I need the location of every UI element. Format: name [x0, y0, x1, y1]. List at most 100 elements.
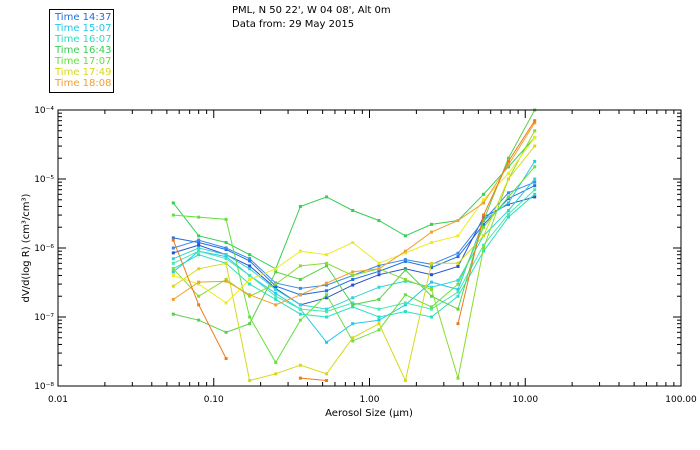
- data-point: [456, 234, 460, 238]
- data-point: [224, 257, 228, 261]
- data-point: [482, 243, 486, 247]
- data-point: [171, 270, 175, 274]
- data-point: [377, 261, 381, 265]
- data-point: [325, 261, 329, 265]
- data-point: [197, 243, 201, 247]
- data-point: [506, 201, 510, 205]
- data-point: [456, 251, 460, 255]
- data-point: [171, 238, 175, 242]
- data-point: [171, 297, 175, 301]
- data-point: [377, 307, 381, 311]
- data-point: [171, 284, 175, 288]
- legend-item-3: Time 16:07: [55, 34, 112, 45]
- data-point: [351, 273, 355, 277]
- data-point: [224, 277, 228, 281]
- data-point: [533, 129, 537, 133]
- data-point: [429, 273, 433, 277]
- data-point: [325, 372, 329, 376]
- data-point: [248, 315, 252, 319]
- data-point: [429, 315, 433, 319]
- data-point: [377, 267, 381, 271]
- data-point: [351, 270, 355, 274]
- data-point: [377, 269, 381, 273]
- data-point: [403, 277, 407, 281]
- data-point: [429, 266, 433, 270]
- data-point: [429, 230, 433, 234]
- data-point: [377, 285, 381, 289]
- data-point: [533, 159, 537, 163]
- data-point: [429, 222, 433, 226]
- data-point: [351, 241, 355, 245]
- y-tick-label: 10⁻⁸: [34, 382, 54, 392]
- data-point: [506, 156, 510, 160]
- data-point: [482, 234, 486, 238]
- data-point: [171, 236, 175, 240]
- data-point: [171, 312, 175, 316]
- data-point: [224, 330, 228, 334]
- data-point: [274, 282, 278, 286]
- data-point: [298, 376, 302, 380]
- legend-item-4: Time 16:43: [55, 45, 112, 56]
- data-point: [298, 293, 302, 297]
- data-point: [197, 267, 201, 271]
- x-tick-label: 0.01: [48, 395, 68, 405]
- data-point: [456, 288, 460, 292]
- data-point: [171, 251, 175, 255]
- data-point: [351, 339, 355, 343]
- legend-item-1: Time 14:37: [55, 12, 112, 23]
- data-point: [403, 251, 407, 255]
- data-point: [248, 257, 252, 261]
- data-point: [429, 305, 433, 309]
- data-point: [403, 259, 407, 263]
- data-point: [197, 253, 201, 257]
- series-line: [172, 239, 227, 359]
- chart-title: PML, N 50 22', W 04 08', Alt 0m: [232, 5, 391, 16]
- legend-item-6: Time 17:49: [55, 67, 112, 78]
- data-point: [325, 253, 329, 257]
- data-point: [351, 305, 355, 309]
- data-point: [224, 357, 228, 361]
- data-point: [482, 201, 486, 205]
- data-point: [377, 322, 381, 326]
- data-point: [506, 197, 510, 201]
- data-point: [224, 255, 228, 259]
- data-point: [171, 261, 175, 265]
- data-point: [533, 119, 537, 123]
- data-point: [274, 267, 278, 271]
- data-point: [248, 273, 252, 277]
- data-point: [248, 282, 252, 286]
- data-point: [403, 301, 407, 305]
- data-point: [403, 234, 407, 238]
- data-point: [197, 249, 201, 253]
- data-point: [298, 277, 302, 281]
- data-point: [533, 180, 537, 184]
- data-point: [248, 259, 252, 263]
- data-point: [403, 303, 407, 307]
- data-point: [248, 264, 252, 268]
- data-point: [298, 307, 302, 311]
- data-point: [533, 144, 537, 148]
- data-point: [403, 249, 407, 253]
- data-point: [197, 280, 201, 284]
- data-point: [533, 165, 537, 169]
- data-point: [429, 285, 433, 289]
- data-point: [482, 192, 486, 196]
- data-point: [482, 219, 486, 223]
- data-point: [197, 241, 201, 245]
- data-point: [171, 246, 175, 250]
- data-point: [403, 258, 407, 262]
- data-point: [197, 246, 201, 250]
- data-point: [533, 177, 537, 181]
- data-point: [171, 213, 175, 217]
- data-point: [325, 307, 329, 311]
- data-point: [351, 208, 355, 212]
- data-point: [533, 192, 537, 196]
- y-tick-label: 10⁻⁵: [34, 175, 54, 185]
- data-point: [274, 360, 278, 364]
- x-axis: 0.01 0.10 1.00 10.00 100.00: [48, 110, 697, 405]
- data-point: [248, 277, 252, 281]
- data-point: [482, 246, 486, 250]
- data-point: [224, 279, 228, 283]
- data-point: [456, 307, 460, 311]
